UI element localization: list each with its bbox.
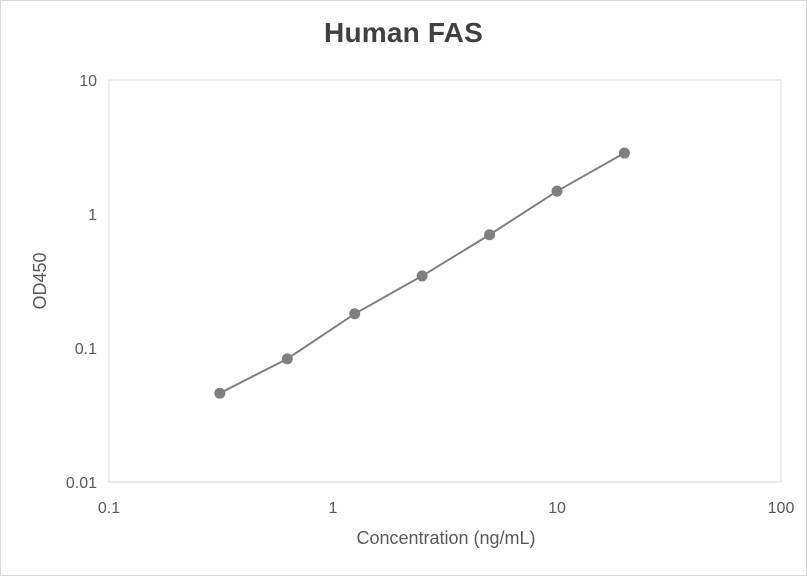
x-tick-label: 100 [768,500,795,517]
plot-border [108,79,782,483]
y-axis-title: OD450 [30,252,50,309]
y-tick-label: 0.01 [66,475,97,492]
x-tick-label: 0.1 [98,500,120,517]
data-point [484,229,496,241]
data-point [281,353,293,365]
data-point [214,387,226,399]
chart-title: Human FAS [324,17,483,48]
x-tick-label: 10 [548,500,566,517]
y-tick-label: 0.1 [75,341,97,358]
y-tick-label: 1 [88,207,97,224]
data-point [416,270,428,282]
data-point [618,147,630,159]
data-point [349,308,361,320]
data-point [551,185,563,197]
y-tick-label: 10 [79,73,97,90]
x-tick-label: 1 [329,500,338,517]
x-axis-title: Concentration (ng/mL) [356,528,535,548]
